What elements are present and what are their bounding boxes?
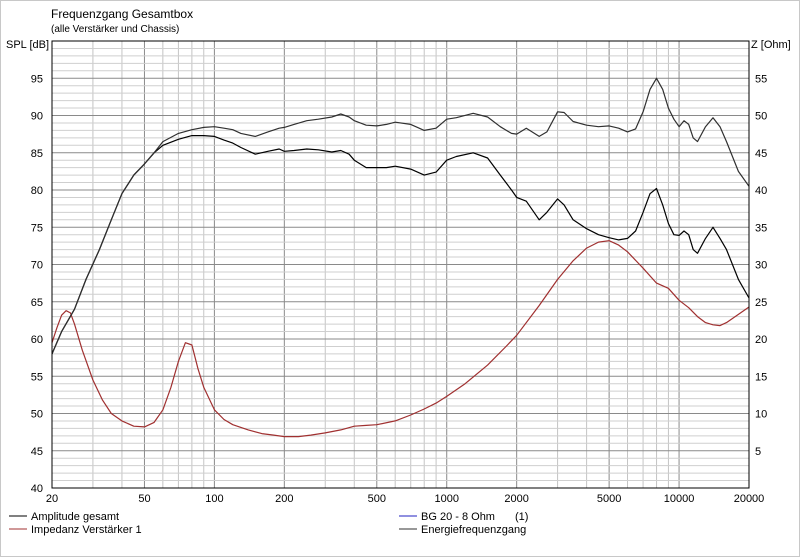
tick-labels: 20 50 100 200 500 1000 2000 5000 10000 20000 40 45 5… — [31, 73, 768, 505]
y-tick-label-right: 40 — [755, 185, 767, 197]
y-tick-label-right: 10 — [755, 409, 767, 421]
legend-label-amplitude: Amplitude gesamt — [31, 511, 119, 523]
series-line-2 — [51, 240, 750, 438]
x-tick-label: 1000 — [434, 493, 458, 505]
y-tick-label-right: 20 — [755, 334, 767, 346]
y-tick-label-right: 30 — [755, 260, 767, 272]
y-tick-label-right: 25 — [755, 297, 767, 309]
y-tick-label-left: 65 — [31, 297, 43, 309]
y-tick-label-right: 35 — [755, 222, 767, 234]
x-tick-label: 20 — [46, 493, 58, 505]
y-tick-label-left: 85 — [31, 148, 43, 160]
y-tick-label-left: 45 — [31, 446, 43, 458]
x-tick-label: 100 — [205, 493, 223, 505]
y-tick-label-left: 90 — [31, 111, 43, 123]
y-tick-label-right: 5 — [755, 446, 761, 458]
y-tick-label-left: 40 — [31, 483, 43, 495]
y-tick-label-left: 95 — [31, 73, 43, 85]
plot-frame — [51, 40, 750, 489]
y-axis-label-left: SPL [dB] — [6, 39, 49, 51]
y-tick-label-right: 15 — [755, 371, 767, 383]
y-tick-label-right: 55 — [755, 73, 767, 85]
x-tick-label: 50 — [138, 493, 150, 505]
chart-subtitle: (alle Verstärker und Chassis) — [51, 24, 179, 35]
x-tick-label: 20000 — [734, 493, 765, 505]
y-tick-label-left: 60 — [31, 334, 43, 346]
y-tick-label-left: 80 — [31, 185, 43, 197]
legend-label-bg20-suffix: (1) — [515, 511, 528, 523]
y-tick-label-left: 50 — [31, 409, 43, 421]
x-tick-label: 200 — [275, 493, 293, 505]
x-tick-label: 2000 — [504, 493, 528, 505]
x-tick-label: 10000 — [664, 493, 695, 505]
y-tick-label-left: 55 — [31, 371, 43, 383]
legend: Amplitude gesamt Impedanz Verstärker 1 B… — [9, 511, 528, 536]
y-tick-label-left: 75 — [31, 222, 43, 234]
y-tick-label-left: 70 — [31, 260, 43, 272]
series-layer — [51, 77, 750, 438]
y-tick-label-right: 50 — [755, 111, 767, 123]
y-tick-label-right: 45 — [755, 148, 767, 160]
grid — [52, 41, 749, 488]
y-axis-label-right: Z [Ohm] — [751, 39, 791, 51]
legend-label-impedance: Impedanz Verstärker 1 — [31, 524, 142, 536]
x-tick-label: 5000 — [597, 493, 621, 505]
series-line-3 — [51, 77, 750, 355]
series-line-1 — [51, 135, 750, 355]
x-tick-label: 500 — [368, 493, 386, 505]
legend-label-bg20: BG 20 - 8 Ohm — [421, 511, 495, 523]
chart-title: Frequenzgang Gesamtbox — [51, 7, 193, 21]
legend-label-energy: Energiefrequenzgang — [421, 524, 526, 536]
